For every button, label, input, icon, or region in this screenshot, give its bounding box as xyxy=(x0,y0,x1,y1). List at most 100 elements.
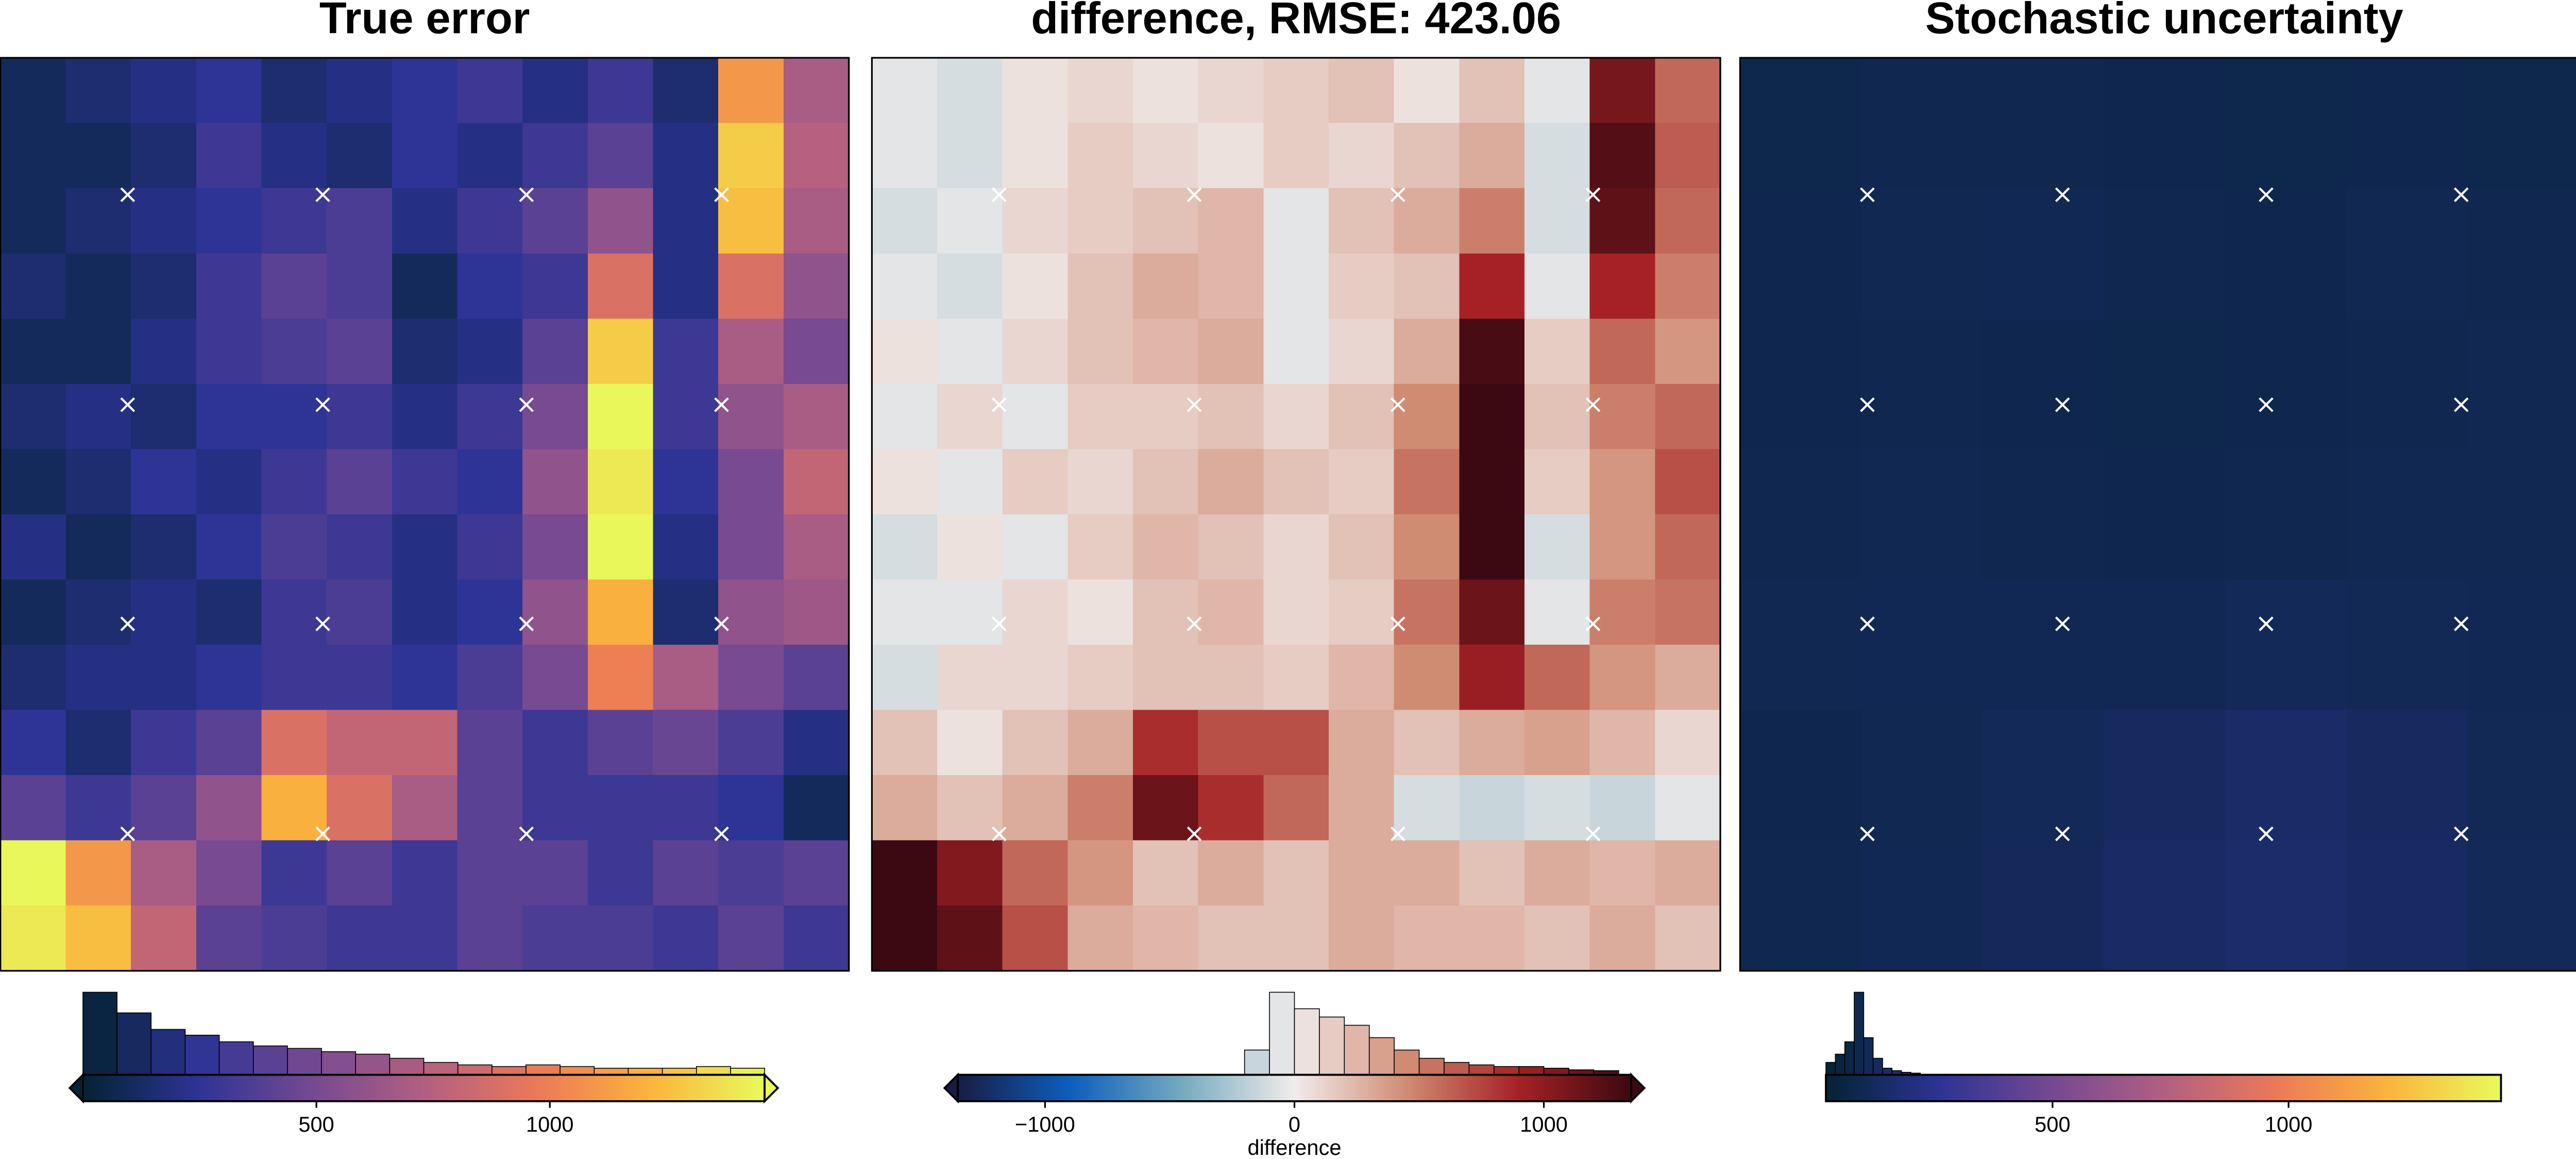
heatmap-cell xyxy=(1198,840,1265,907)
heatmap-cell xyxy=(587,188,654,255)
cross-stroke xyxy=(120,397,135,412)
heatmap-cell xyxy=(2346,58,2468,190)
constraint-point xyxy=(120,826,135,842)
cross-stroke xyxy=(1391,826,1405,842)
heatmap-cell xyxy=(872,645,938,711)
heatmap-cell xyxy=(1067,318,1134,385)
heatmap-cell xyxy=(587,58,654,124)
constraint-point xyxy=(315,616,330,631)
colorbar-extend-low xyxy=(68,1072,84,1104)
heatmap-cell xyxy=(1524,318,1591,385)
heatmap-cell xyxy=(457,514,524,581)
histogram-bar xyxy=(1319,1016,1345,1076)
heatmap-cell xyxy=(0,123,67,190)
heatmap-cell xyxy=(261,188,328,255)
heatmap-cell xyxy=(1133,514,1199,581)
constraint-point xyxy=(992,397,1007,412)
heatmap-cell xyxy=(1394,318,1461,385)
colorbar-label: difference xyxy=(1247,1135,1341,1159)
heatmap-cell xyxy=(2346,710,2468,842)
histogram-bar xyxy=(1854,992,1865,1076)
cross-stroke xyxy=(315,826,330,842)
heatmap-cell xyxy=(1740,710,1862,842)
heatmap-cell xyxy=(1394,775,1461,842)
heatmap-cell xyxy=(392,318,459,385)
heatmap-cell xyxy=(65,840,132,907)
colorbar-tick-label: 0 xyxy=(1289,1112,1300,1136)
heatmap-cell xyxy=(2104,710,2226,842)
heatmap-cell xyxy=(783,188,850,255)
heatmap-cell xyxy=(261,449,328,515)
cross-stroke xyxy=(992,616,1007,631)
histogram-bar xyxy=(526,1064,561,1076)
heatmap-cell xyxy=(718,514,785,581)
heatmap-cell xyxy=(0,449,67,515)
heatmap-cell xyxy=(392,840,459,907)
heatmap-cell xyxy=(587,645,654,711)
heatmap-cell xyxy=(1263,710,1330,777)
constraint-point xyxy=(1391,826,1405,842)
heatmap-cell xyxy=(131,253,197,320)
heatmap-cell xyxy=(1133,318,1199,385)
heatmap-cell xyxy=(1263,253,1330,320)
heatmap-cell xyxy=(653,579,720,646)
heatmap-cell xyxy=(1459,383,1526,450)
heatmap-cell xyxy=(65,905,132,972)
constraint-point xyxy=(992,826,1007,842)
heatmap-cell xyxy=(457,253,524,320)
cross-stroke xyxy=(992,826,1007,842)
heatmap-cell xyxy=(392,645,459,711)
histogram-bar xyxy=(1872,1057,1883,1076)
cross-stroke xyxy=(1860,826,1875,842)
heatmap-cell xyxy=(718,449,785,515)
cross-stroke xyxy=(1391,616,1405,631)
heatmap-cell xyxy=(1524,449,1591,515)
heatmap-cell xyxy=(0,710,67,777)
heatmap-cell xyxy=(2346,318,2468,450)
heatmap-cell xyxy=(0,58,67,124)
heatmap-cell xyxy=(653,710,720,777)
cross-stroke xyxy=(2453,826,2469,842)
heatmap-cell xyxy=(0,579,67,646)
heatmap-cell xyxy=(2467,840,2576,972)
colorbar-tick-label: −1000 xyxy=(1015,1112,1075,1136)
heatmap-cell xyxy=(65,58,132,124)
heatmap-cell xyxy=(457,905,524,972)
heatmap-cell xyxy=(0,188,67,255)
heatmap-cell xyxy=(196,579,263,646)
heatmap-cell xyxy=(783,579,850,646)
histogram-bar xyxy=(1863,1037,1874,1076)
cross-stroke xyxy=(120,616,135,631)
heatmap-cell xyxy=(522,840,589,907)
heatmap-cell xyxy=(1394,123,1461,190)
heatmap-cell xyxy=(1861,188,1984,320)
heatmap-cell xyxy=(457,58,524,124)
heatmap-cell xyxy=(1459,905,1526,972)
heatmap-cell xyxy=(196,840,263,907)
histogram-bar xyxy=(1518,1066,1545,1076)
heatmap-cell xyxy=(718,710,785,777)
heatmap-cell xyxy=(1740,840,1862,972)
histogram-bar xyxy=(389,1057,425,1076)
heatmap-cell xyxy=(718,58,785,124)
heatmap-cell xyxy=(1133,579,1199,646)
heatmap-cell xyxy=(872,514,938,581)
heatmap-cell xyxy=(783,58,850,124)
histogram-bar xyxy=(287,1048,322,1076)
heatmap-cell xyxy=(783,383,850,450)
heatmap-cell xyxy=(0,905,67,972)
histogram-bar xyxy=(1844,1041,1855,1076)
heatmap-cell xyxy=(392,905,459,972)
histogram-bar xyxy=(1468,1064,1495,1076)
heatmap-cell xyxy=(937,449,1004,515)
cross-stroke xyxy=(1391,187,1405,203)
heatmap-cell xyxy=(653,905,720,972)
heatmap-cell xyxy=(1002,318,1069,385)
histogram-bar xyxy=(560,1066,595,1076)
heatmap-cell xyxy=(1263,840,1330,907)
heatmap-cell xyxy=(1263,383,1330,450)
heatmap-cell xyxy=(718,905,785,972)
panel-frame xyxy=(871,57,1721,972)
heatmap-cell xyxy=(872,383,938,450)
heatmap-cell xyxy=(522,383,589,450)
